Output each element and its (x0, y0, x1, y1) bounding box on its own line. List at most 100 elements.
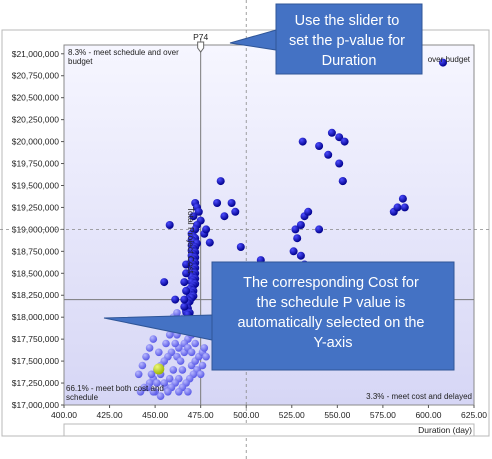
y-tick-label: $17,750,000 (12, 334, 60, 344)
data-point-over-budget (213, 199, 222, 207)
y-tick-label: $17,500,000 (12, 356, 60, 366)
data-point-over-budget (296, 221, 305, 229)
data-point-within-budget (134, 370, 143, 379)
data-point-over-budget (231, 207, 240, 216)
data-point-over-budget (202, 225, 211, 234)
data-point-over-budget (227, 199, 236, 207)
y-tick-label: $20,500,000 (12, 93, 60, 103)
data-point-over-budget (324, 150, 333, 159)
y-tick-label: $19,750,000 (12, 159, 60, 169)
callout-cost-explanation: The corresponding Cost for the schedule … (103, 261, 455, 371)
data-point-within-budget (200, 344, 209, 352)
data-point-within-budget (153, 379, 161, 387)
data-point-over-budget (182, 269, 191, 278)
x-tick-label: 550.00 (324, 410, 350, 420)
data-point-within-budget (176, 357, 185, 365)
data-point-over-budget (439, 58, 447, 67)
data-point-over-budget (165, 221, 174, 229)
data-point-over-budget (335, 159, 344, 168)
data-point-within-budget (184, 388, 192, 396)
data-points (134, 58, 447, 401)
x-tick-label: 475.00 (188, 410, 214, 420)
quadrant-label-top-right: over budget (428, 55, 471, 64)
data-point-within-budget (178, 366, 187, 374)
y-tick-label: $18,500,000 (12, 268, 60, 278)
data-point-over-budget (291, 225, 300, 234)
y-axis: $17,000,000 $17,250,000 $17,500,000 $17,750… (12, 49, 64, 410)
data-point-over-budget (296, 251, 305, 260)
data-point-over-budget (393, 203, 402, 212)
data-point-within-budget (196, 370, 205, 379)
x-tick-label: 425.00 (97, 410, 123, 420)
y-tick-label: $17,250,000 (12, 378, 60, 388)
data-point-over-budget (398, 194, 407, 203)
data-point-within-budget (155, 348, 163, 357)
y-tick-label: $20,000,000 (12, 137, 60, 147)
data-point-within-budget (173, 309, 181, 317)
data-point-within-budget (164, 388, 172, 396)
callout-slider-instruction: Use the slider to set the p-value for Du… (229, 3, 423, 75)
y-axis-title: Total Project Cost (186, 207, 196, 274)
data-point-within-budget (138, 361, 147, 370)
data-point-over-budget (400, 203, 409, 212)
duration-slider-handle[interactable] (197, 41, 205, 53)
data-point-over-budget (340, 137, 349, 146)
y-tick-label: $18,250,000 (12, 290, 60, 300)
data-point-over-budget (315, 225, 324, 234)
data-point-over-budget (338, 177, 347, 186)
data-point-over-budget (327, 128, 336, 137)
data-point-within-budget (187, 348, 196, 357)
quadrant-label-bottom-left: 66.1% - meet both cost and schedule (66, 384, 166, 402)
data-point-over-budget (315, 142, 324, 150)
y-tick-label: $18,750,000 (12, 246, 60, 256)
data-point-within-budget (156, 392, 165, 401)
data-point-within-budget (191, 339, 199, 348)
data-point-selected (153, 363, 165, 375)
x-tick-label: 625.00 (461, 410, 487, 420)
data-point-over-budget (304, 207, 313, 216)
y-tick-label: $21,000,000 (12, 49, 60, 59)
slider-p-value-label: P74 (193, 32, 208, 42)
data-point-over-budget (236, 243, 245, 251)
quadrant-label-top-left: 8.3% - meet schedule and over budget (68, 48, 181, 66)
data-point-within-budget (142, 352, 150, 361)
data-point-over-budget (289, 247, 298, 256)
data-point-within-budget (202, 352, 210, 361)
data-point-within-budget (149, 388, 158, 396)
quadrant-label-bottom-right: 3.3% - meet cost and delayed (366, 392, 472, 401)
data-point-over-budget (182, 286, 191, 295)
y-tick-label: $19,250,000 (12, 202, 60, 212)
data-point-within-budget (198, 361, 207, 370)
data-point-within-budget (169, 366, 178, 374)
data-point-within-budget (145, 344, 154, 352)
x-tick-label: 525.00 (279, 410, 305, 420)
y-tick-label: $20,750,000 (12, 71, 60, 81)
data-point-within-budget (136, 388, 145, 396)
x-tick-label: 600.00 (415, 410, 441, 420)
x-tick-label: 575.00 (370, 410, 396, 420)
data-point-over-budget (180, 278, 189, 287)
x-axis-title-box (63, 423, 475, 437)
callout-slider-text: Use the slider to set the p-value for Du… (289, 13, 409, 69)
data-point-within-budget (175, 388, 183, 396)
y-tick-label: $17,000,000 (12, 400, 60, 410)
data-point-over-budget (180, 302, 189, 311)
data-point-over-budget (205, 238, 214, 247)
x-axis-title: Duration (day) (418, 425, 472, 435)
data-point-over-budget (180, 295, 189, 304)
data-point-within-budget (171, 339, 179, 348)
data-point-over-budget (298, 137, 307, 146)
y-tick-label: $18,000,000 (12, 312, 60, 322)
data-point-within-budget (162, 339, 170, 348)
x-tick-label: 400.00 (51, 410, 77, 420)
data-point-over-budget (216, 177, 225, 186)
y-tick-label: $19,500,000 (12, 180, 60, 190)
data-point-over-budget (335, 133, 344, 142)
data-point-within-budget (147, 370, 156, 379)
data-point-over-budget (171, 295, 180, 304)
data-point-over-budget (189, 212, 198, 221)
x-tick-label: 450.00 (142, 410, 168, 420)
callout-cost-text: The corresponding Cost for the schedule … (237, 275, 428, 351)
data-point-within-budget (165, 374, 174, 383)
